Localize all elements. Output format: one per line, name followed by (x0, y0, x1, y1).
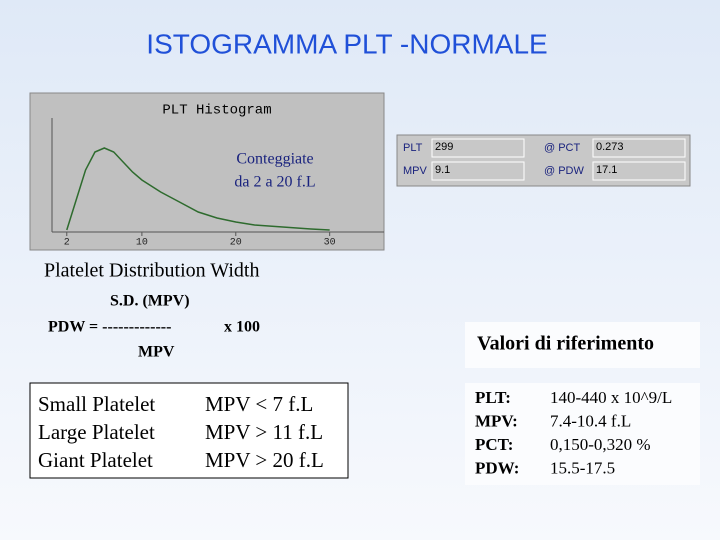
reference-label: MPV: (475, 411, 518, 430)
x-tick-label: 30 (324, 238, 336, 249)
field-label: @ PDW (544, 165, 585, 177)
size-rule: MPV > 11 f.L (205, 420, 323, 444)
x-tick-label: 20 (230, 238, 242, 249)
reference-heading-box (465, 322, 700, 368)
field-value: 9.1 (435, 164, 450, 176)
histogram-curve (66, 147, 330, 231)
histogram-title: PLT Histogram (162, 103, 271, 119)
field-box (431, 161, 525, 181)
field-value: 17.1 (596, 164, 617, 176)
field-box (431, 138, 525, 158)
reference-label: PCT: (475, 435, 513, 454)
annotation: Conteggiate (236, 151, 313, 168)
reference-heading: Valori di riferimento (477, 333, 654, 355)
reference-label: PLT: (475, 388, 511, 407)
slide-title: ISTOGRAMMA PLT -NORMALE (146, 28, 547, 59)
size-name: Large Platelet (38, 420, 155, 444)
x-tick-label: 10 (136, 238, 148, 249)
formula-factor: x 100 (224, 319, 260, 336)
reference-value: 7.4-10.4 f.L (550, 411, 631, 430)
reference-rows: PLT: 140-440 x 10^9/L MPV: 7.4-10.4 f.L PCT:… (475, 388, 672, 478)
field-value: 299 (435, 141, 453, 153)
histogram-panel (29, 92, 385, 251)
reference-label: PDW: (475, 458, 519, 477)
field-value: 0.273 (596, 141, 624, 153)
size-name: Small Platelet (38, 392, 155, 416)
x-tick-label: 2 (64, 238, 70, 249)
reference-value: 0,150-0,320 % (550, 435, 651, 454)
size-rule: MPV > 20 f.L (205, 448, 324, 472)
instrument-fields: PLT 299 @ PCT 0.273 MPV 9.1 @ PDW 17.1 (403, 138, 686, 181)
field-box (592, 161, 686, 181)
size-box (29, 382, 349, 479)
pdw-heading: Platelet Distribution Width (44, 260, 259, 282)
reference-value: 140-440 x 10^9/L (550, 388, 672, 407)
formula-numerator: S.D. (MPV) (110, 293, 190, 310)
formula-lhs: PDW = ------------- (48, 319, 171, 336)
size-name: Giant Platelet (38, 448, 153, 472)
annotation: da 2 a 20 f.L (234, 174, 315, 191)
field-label: MPV (403, 165, 428, 177)
reference-box (465, 383, 700, 485)
reference-value: 15.5-17.5 (550, 458, 615, 477)
field-label: PLT (403, 142, 423, 154)
size-rows: Small Platelet MPV < 7 f.L Large Platelet M… (38, 392, 324, 472)
formula-denominator: MPV (138, 344, 175, 361)
field-label: @ PCT (544, 142, 581, 154)
field-box (592, 138, 686, 158)
size-rule: MPV < 7 f.L (205, 392, 313, 416)
